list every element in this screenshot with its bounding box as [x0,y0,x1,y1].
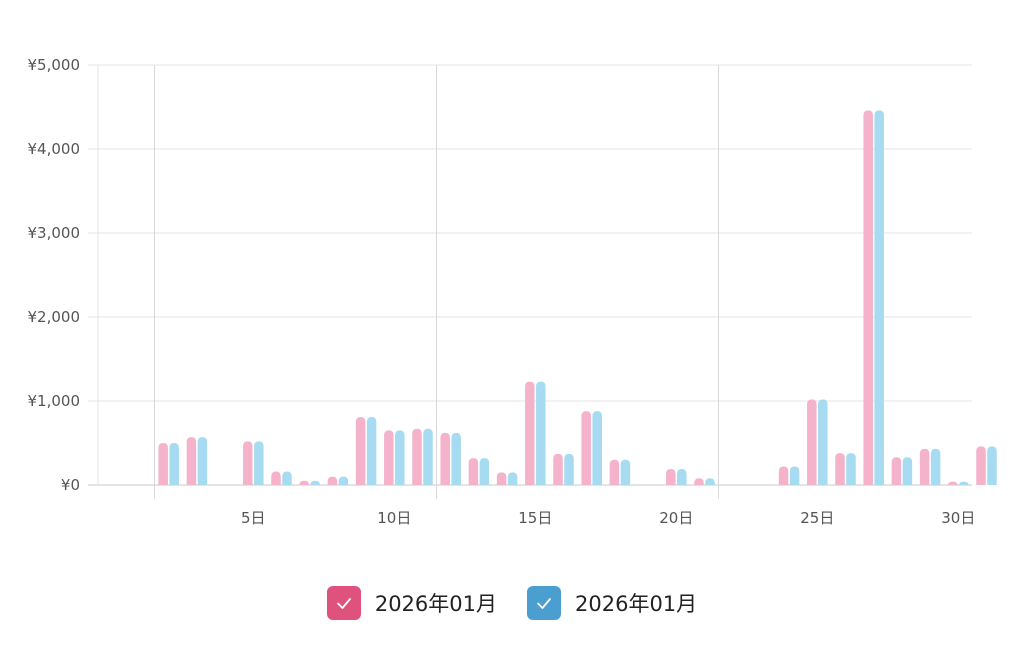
x-tick-label: 15日 [518,509,552,527]
bar-series-1 [271,471,281,485]
bar-series-1 [468,458,479,485]
bar-series-2 [902,457,913,485]
bar-series-2 [874,110,884,486]
legend: 2026年01月 2026年01月 [0,586,1024,620]
bar-series-2 [310,480,320,485]
bar-series-2 [987,446,997,485]
bar-series-2 [620,459,631,485]
bar-series-1 [299,480,309,485]
y-tick-label: ¥1,000 [28,392,81,410]
bar-series-1 [440,432,450,485]
legend-swatch-series-2 [527,586,561,620]
bar-series-2 [282,471,292,485]
bar-series-1 [525,381,535,485]
bar-series-2 [959,481,969,485]
bar-series-1 [186,437,197,485]
legend-item-series-1[interactable]: 2026年01月 [326,586,497,620]
bar-series-1 [919,448,930,485]
x-tick-label: 25日 [800,509,834,527]
check-icon [537,598,551,609]
bar-series-2 [592,411,602,485]
bar-series-1 [496,472,507,485]
bar-series-1 [835,453,845,485]
bar-series-1 [384,430,394,485]
bar-series-2 [818,399,828,485]
bar-series-2 [169,443,179,485]
x-tick-label: 5日 [241,509,266,527]
bar-series-2 [254,441,264,485]
bar-series-1 [976,446,986,485]
bar-series-1 [581,411,591,485]
bar-series-1 [863,110,873,486]
bar-series-1 [807,399,817,485]
bar-series-2 [451,432,461,485]
bar-series-2 [479,458,490,485]
bar-series-2 [395,430,405,485]
bar-series-1 [243,441,253,485]
y-tick-label: ¥2,000 [28,308,81,326]
bar-series-1 [412,428,422,485]
bar-series-2 [705,478,715,485]
bar-series-1 [327,476,338,485]
bar-series-1 [778,466,789,485]
bar-series-2 [366,416,377,485]
bar-series-1 [891,457,902,485]
bar-series-1 [694,478,704,485]
bar-series-2 [930,448,941,485]
legend-item-series-2[interactable]: 2026年01月 [527,586,697,620]
bar-series-1 [948,481,958,485]
check-icon [336,598,351,609]
y-tick-label: ¥4,000 [28,140,81,158]
bar-series-2 [677,469,687,485]
bar-series-1 [553,453,563,485]
bar-series-2 [338,476,349,485]
x-tick-label: 30日 [941,509,975,527]
bar-series-2 [564,453,574,485]
x-tick-label: 20日 [659,509,693,527]
y-tick-label: ¥0 [61,476,80,494]
legend-swatch-series-1 [326,586,361,620]
bar-series-1 [609,459,620,485]
bar-series-1 [666,469,676,485]
x-tick-label: 10日 [377,509,411,527]
bar-chart: ¥5,000 ¥4,000 ¥3,000 ¥2,000 ¥1,000 ¥0 5日 10日 15日… [28,56,997,527]
bar-series-2 [423,428,433,485]
bar-series-2 [507,472,518,485]
legend-label-series-1: 2026年01月 [374,592,497,616]
y-tick-label: ¥3,000 [28,224,81,242]
bar-series-2 [536,381,546,485]
bar-series-1 [355,416,366,485]
bar-series-2 [846,453,856,485]
bar-series-2 [197,437,208,485]
y-tick-label: ¥5,000 [28,56,81,74]
chart-svg: ¥5,000 ¥4,000 ¥3,000 ¥2,000 ¥1,000 ¥0 5日 10日 15日… [28,56,997,527]
bar-series-2 [789,466,800,485]
bar-series-1 [158,443,168,485]
legend-label-series-2: 2026年01月 [575,592,698,616]
